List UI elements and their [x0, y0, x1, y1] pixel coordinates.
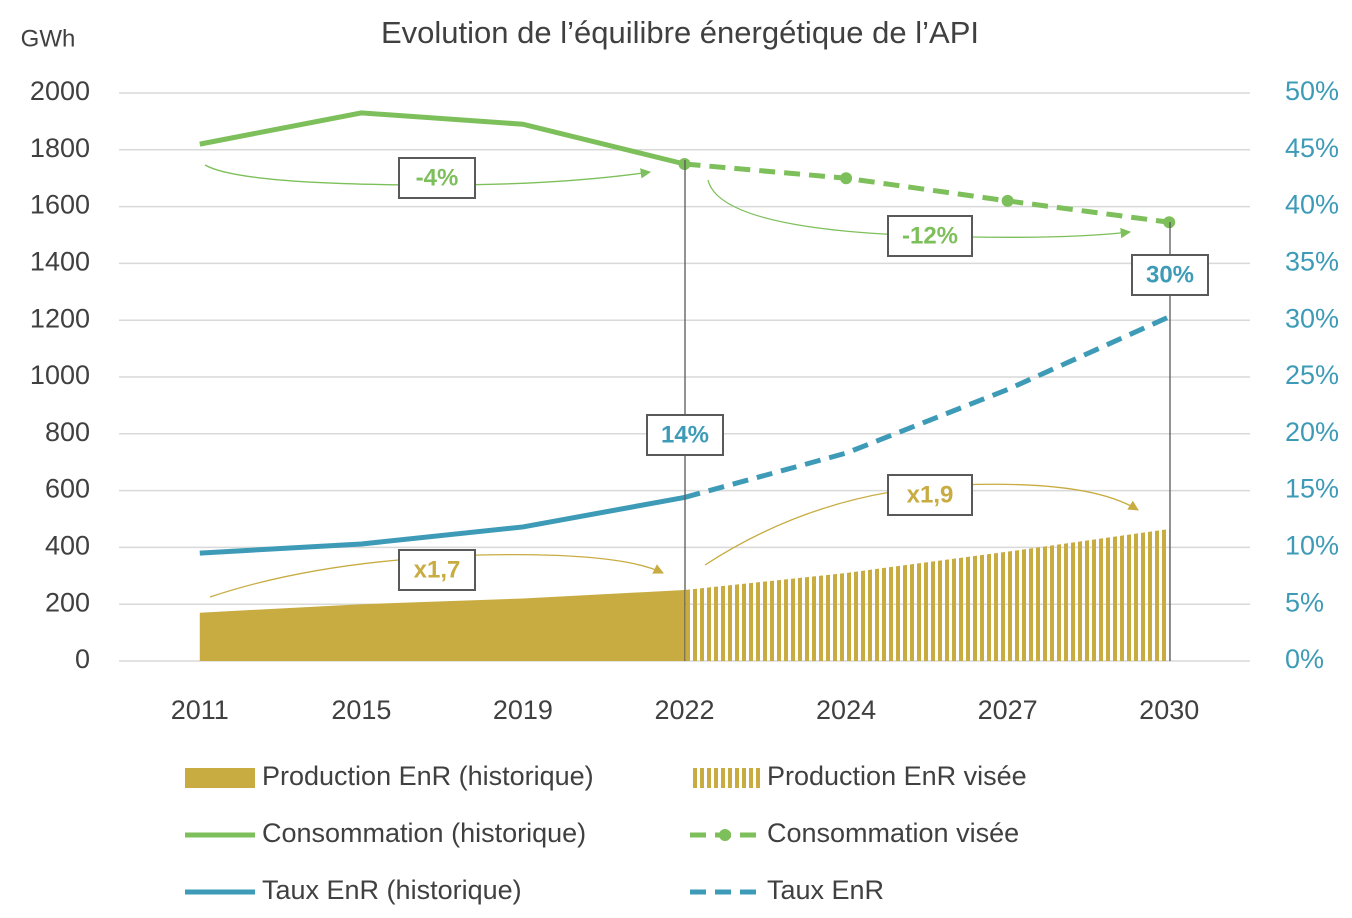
y-tick-label: 1000: [30, 360, 90, 390]
annotation: 30%: [1146, 261, 1194, 288]
y-tick-label: 1600: [30, 190, 90, 220]
annotation-box: [398, 157, 476, 199]
y-tick-label: 400: [45, 531, 90, 561]
y-tick-label: 2000: [30, 76, 90, 106]
annotation: -12%: [902, 222, 958, 249]
y2-tick-label: 50%: [1285, 76, 1339, 106]
legend-marker: [719, 829, 731, 841]
legend-label: Consommation (historique): [262, 818, 586, 848]
annotation-box: [887, 215, 973, 257]
line: [683, 314, 1171, 500]
line: [684, 161, 1170, 225]
line: [199, 110, 686, 167]
x-tick-label: 2024: [816, 695, 876, 725]
legend-label: Production EnR (historique): [262, 761, 594, 791]
y-tick-label: 1800: [30, 133, 90, 163]
y-axis-label: GWh: [21, 25, 76, 52]
legend-label: Taux EnR: [767, 875, 884, 905]
x-tick-label: 2022: [654, 695, 714, 725]
line: [199, 494, 685, 556]
marker: [1001, 194, 1014, 207]
annotation-box: [1131, 254, 1209, 296]
annotation-box: [646, 414, 724, 456]
y-tick-label: 1400: [30, 247, 90, 277]
y-tick-label: 0: [75, 644, 90, 674]
area: [199, 590, 685, 661]
legend-label: Taux EnR (historique): [262, 875, 522, 905]
y-tick-label: 800: [45, 417, 90, 447]
annotation-box: [398, 549, 476, 591]
y-tick-label: 1200: [30, 303, 90, 333]
legend-label: Consommation visée: [767, 818, 1019, 848]
x-tick-label: 2030: [1139, 695, 1199, 725]
annotation: 14%: [661, 421, 709, 448]
legend-swatch: [690, 768, 760, 788]
y-tick-label: 600: [45, 474, 90, 504]
y2-tick-label: 40%: [1285, 190, 1339, 220]
y2-tick-label: 25%: [1285, 360, 1339, 390]
annotation: -4%: [416, 164, 459, 191]
x-tick-label: 2015: [331, 695, 391, 725]
x-tick-label: 2011: [171, 695, 229, 725]
x-tick-label: 2027: [978, 695, 1038, 725]
y2-tick-label: 5%: [1285, 587, 1324, 617]
annotation-box: [887, 474, 973, 516]
legend-label: Production EnR visée: [767, 761, 1027, 791]
marker: [840, 172, 853, 185]
y-tick-label: 200: [45, 587, 90, 617]
y2-tick-label: 35%: [1285, 247, 1339, 277]
x-tick-label: 2019: [493, 695, 553, 725]
marker: [1163, 216, 1176, 229]
annotation: x1,9: [907, 481, 954, 508]
y2-tick-label: 30%: [1285, 303, 1339, 333]
annotation: x1,7: [414, 556, 461, 583]
y2-tick-label: 20%: [1285, 417, 1339, 447]
y2-tick-label: 15%: [1285, 474, 1339, 504]
chart-title: Evolution de l’équilibre énergétique de …: [381, 15, 979, 50]
y2-tick-label: 45%: [1285, 133, 1339, 163]
y2-tick-label: 0%: [1285, 644, 1324, 674]
area: [684, 528, 1170, 661]
legend-swatch: [185, 768, 255, 788]
y2-tick-label: 10%: [1285, 531, 1339, 561]
